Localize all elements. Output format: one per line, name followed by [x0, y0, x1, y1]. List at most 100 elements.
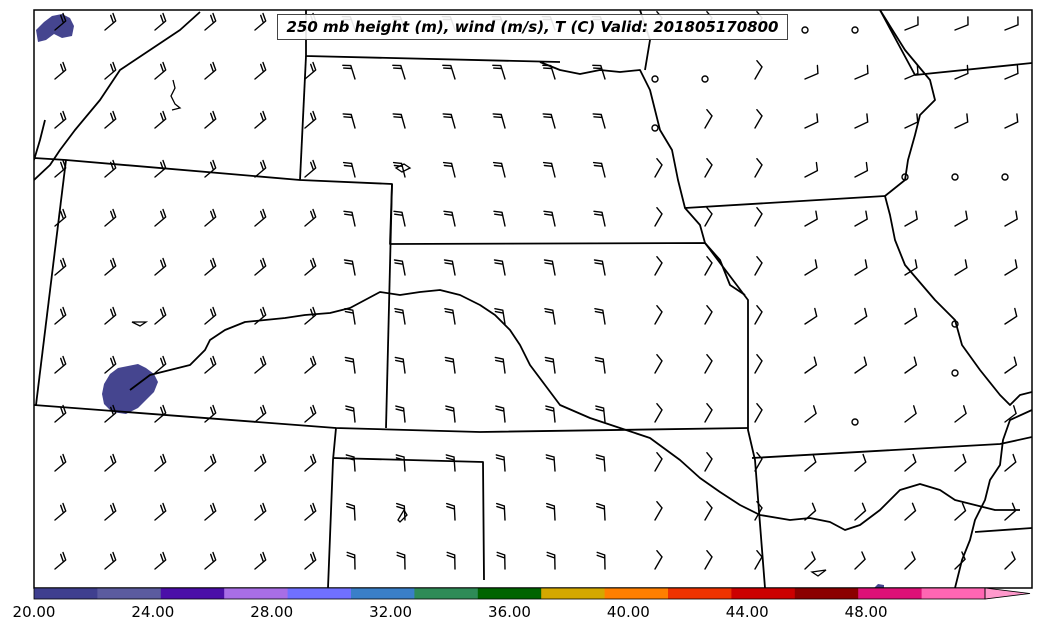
wind-barb	[904, 210, 918, 227]
map-background	[34, 10, 1032, 588]
wind-barb	[704, 207, 713, 227]
wind-barb	[954, 502, 967, 521]
wind-barb	[304, 355, 317, 374]
wind-barb	[154, 110, 167, 129]
wind-barb	[204, 355, 217, 374]
wind-barb	[854, 210, 868, 227]
wind-barb	[904, 502, 917, 521]
wind-barb	[596, 502, 606, 521]
wind-barb	[54, 551, 67, 570]
wind-barb	[904, 259, 918, 276]
calm-wind-circle	[851, 418, 859, 426]
wind-barb	[104, 257, 117, 276]
wind-barb	[104, 61, 117, 80]
wind-barb	[204, 502, 217, 521]
wind-barb	[804, 453, 817, 472]
wind-barb	[1004, 405, 1017, 423]
wind-barb	[254, 110, 267, 129]
wind-barb	[254, 208, 267, 227]
colorbar-segment	[414, 588, 479, 599]
wind-barb	[442, 64, 456, 80]
wind-barb	[704, 550, 713, 570]
wind-barb	[304, 404, 317, 423]
colorbar-tick-label: 32.00	[369, 603, 413, 621]
lakes	[131, 79, 827, 577]
wind-barb	[54, 306, 67, 325]
wind-barb	[754, 60, 763, 80]
colorbar-segment	[731, 588, 796, 599]
wind-barb	[1004, 210, 1018, 227]
colorbar-tick-label: 28.00	[250, 603, 294, 621]
wind-barb	[443, 210, 456, 227]
wind-barb	[954, 551, 966, 570]
colorbar-segment	[287, 588, 352, 599]
wind-barb	[592, 161, 606, 178]
wind-barb	[204, 551, 217, 570]
colorbar-tick-label: 44.00	[725, 603, 769, 621]
wind-barb	[593, 210, 606, 227]
wind-barb	[442, 113, 456, 129]
wind-barb	[54, 453, 67, 472]
wind-barb	[704, 403, 713, 423]
wind-barb	[254, 257, 267, 276]
wind-barb	[204, 159, 217, 178]
wind-barb	[442, 161, 456, 178]
wind-barb	[494, 308, 506, 325]
wind-barb	[443, 259, 456, 276]
wind-barb	[546, 551, 556, 570]
calm-wind-circle	[951, 320, 959, 328]
wind-barb	[342, 113, 356, 129]
wind-barb	[394, 356, 406, 374]
wind-barb	[1004, 16, 1019, 31]
wind-barb	[394, 308, 406, 325]
wind-barb	[445, 405, 456, 423]
wind-barb	[104, 159, 117, 178]
wind-barb	[1004, 502, 1017, 521]
wind-barb	[704, 158, 713, 178]
wind-barb	[754, 207, 763, 227]
colorbar-segment	[604, 588, 669, 599]
colorbar-segment	[921, 588, 986, 599]
wind-barb	[1004, 64, 1019, 80]
wind-barb	[654, 354, 663, 374]
wind-barb	[804, 210, 818, 227]
wind-barb	[204, 257, 217, 276]
wind-barb	[304, 551, 317, 570]
colorbar-segment	[224, 588, 289, 599]
calm-wind-circle	[951, 369, 959, 377]
colorbar-segment	[351, 588, 415, 599]
wind-barb	[654, 305, 663, 325]
wind-barb	[595, 405, 606, 423]
wind-barb	[304, 61, 317, 80]
wind-barb	[654, 207, 663, 227]
wind-barb	[254, 61, 267, 80]
wind-barb	[704, 452, 713, 472]
wind-barb	[54, 257, 67, 276]
wind-barb	[754, 354, 763, 374]
wind-barb	[543, 210, 556, 227]
wind-barb	[392, 64, 406, 80]
wind-barb	[496, 551, 506, 570]
wind-barb	[496, 502, 506, 521]
wind-barb	[493, 210, 506, 227]
wind-barb	[154, 355, 167, 374]
colorbar-segment	[477, 588, 542, 599]
colorbar-tick-label: 40.00	[606, 603, 650, 621]
wind-barb	[54, 208, 67, 227]
wind-barb	[594, 308, 606, 325]
wind-barb	[204, 208, 217, 227]
wind-barb	[804, 405, 817, 423]
wind-barb	[654, 158, 663, 178]
colorbar-segment	[34, 588, 98, 599]
wind-barb	[104, 306, 117, 325]
wind-barb	[654, 550, 663, 570]
wind-barb	[854, 551, 866, 570]
colorbar-segment	[668, 588, 732, 599]
wind-barb	[304, 110, 317, 129]
wind-barb	[204, 12, 217, 31]
wind-barb	[543, 259, 556, 276]
wind-barb	[154, 306, 167, 325]
wind-barb	[545, 405, 556, 423]
wind-barb	[154, 12, 167, 31]
